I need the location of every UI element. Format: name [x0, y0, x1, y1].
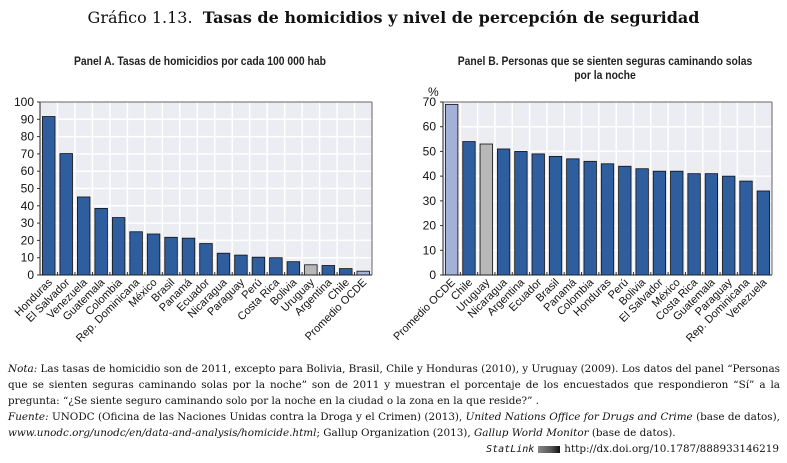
- panel-a-bar: [129, 231, 143, 276]
- panel-a-bar: [269, 257, 283, 276]
- panel-a-ytick-label: 80: [21, 130, 35, 144]
- fuente-source-name: United Nations Office for Drugs and Crim…: [465, 411, 693, 423]
- fuente-source-name: Gallup World Monitor: [473, 427, 589, 439]
- fuente-label: Fuente:: [8, 411, 49, 423]
- statlink-icon: [538, 445, 561, 453]
- fuente-text: (base de datos).: [588, 427, 676, 439]
- panel-b-bar: [652, 170, 667, 276]
- nota-label: Nota:: [8, 363, 38, 375]
- panel-b-bar: [722, 175, 736, 276]
- panel-b-bar: [445, 104, 459, 276]
- panel-a-bar: [42, 116, 56, 276]
- panel-a-bar: [199, 243, 213, 276]
- panel-a-bar: [111, 217, 126, 276]
- panel-b-bar: [514, 151, 528, 276]
- panel-b-bar: [531, 153, 545, 276]
- panel-b-ytick-label: 40: [423, 169, 437, 183]
- panel-a-bar: [164, 236, 178, 276]
- figure-title: Gráfico 1.13. Tasas de homicidios y nive…: [0, 8, 787, 27]
- fuente-text: (base de datos),: [692, 411, 780, 423]
- panel-b-bar: [670, 170, 684, 276]
- panel-b-bar: [479, 143, 493, 276]
- panel-b-title-line2: por la noche: [574, 70, 636, 82]
- panel-a-bar: [321, 265, 336, 276]
- panel-b-bar: [600, 163, 615, 276]
- panel-a-ytick-label: 60: [21, 164, 35, 178]
- panel-a-ytick-label: 0: [27, 268, 34, 282]
- panel-a-bar: [216, 252, 231, 276]
- nota-text: Las tasas de homicidio son de 2011, exce…: [8, 363, 780, 407]
- statlink-url[interactable]: http://dx.doi.org/10.1787/888933146219: [564, 443, 779, 455]
- panel-a-bar: [181, 237, 196, 276]
- panel-b-bar: [739, 180, 753, 276]
- panel-b-bar: [566, 158, 580, 276]
- panel-a-ytick-label: 50: [21, 182, 35, 196]
- panel-b-ytick-label: 0: [429, 268, 436, 282]
- panel-a-ytick-label: 30: [21, 216, 35, 230]
- panel-b-bar: [704, 173, 719, 276]
- panel-b-bar: [687, 173, 701, 276]
- statlink-label: StatLink: [486, 444, 535, 455]
- fuente-link[interactable]: www.unodc.org/unodc/en/data-and-analysis…: [8, 427, 317, 439]
- panel-b-ytick-label: 10: [423, 243, 437, 257]
- panel-a-bar: [339, 268, 353, 276]
- panel-a-ytick-label: 20: [21, 233, 35, 247]
- panel-b-bar: [635, 168, 649, 276]
- figure-title-text: Tasas de homicidios y nivel de percepció…: [202, 8, 700, 27]
- fuente-text: ; Gallup Organization (2013),: [316, 427, 474, 439]
- panel-b-ytick-label: 20: [423, 219, 437, 233]
- fuente-paragraph: Fuente: UNODC (Oficina de las Naciones U…: [8, 409, 780, 441]
- panel-a-bar: [146, 233, 161, 276]
- panel-a-bar: [304, 264, 318, 276]
- notes: Nota: Las tasas de homicidio son de 2011…: [8, 361, 780, 441]
- panel-b-bar: [496, 148, 511, 276]
- fuente-text: UNODC (Oficina de las Naciones Unidas co…: [48, 411, 466, 423]
- panel-b-ytick-label: 30: [423, 194, 437, 208]
- panel-a-ytick-label: 40: [21, 199, 35, 213]
- panel-a-ytick-label: 90: [21, 112, 35, 126]
- panel-b-bar: [583, 160, 597, 276]
- panel-a-bar: [76, 196, 91, 276]
- panel-a-bar: [94, 207, 108, 276]
- panel-a-bar: [286, 261, 301, 276]
- panel-a-title: Panel A. Tasas de homicidios por cada 10…: [74, 56, 326, 68]
- panel-b-ytick-label: 50: [423, 144, 437, 158]
- panel-b-bar: [462, 141, 476, 276]
- figure-number: Gráfico 1.13.: [87, 8, 193, 27]
- panel-b-bar: [548, 155, 563, 276]
- panel-a-bar: [234, 254, 248, 276]
- panel-b-title: Panel B. Personas que se sienten seguras…: [448, 55, 763, 83]
- panel-b-ylabel: %: [428, 85, 439, 99]
- panel-a-ytick-label: 70: [21, 147, 35, 161]
- panel-a-bar: [356, 270, 370, 276]
- panel-a-ytick-label: 10: [21, 251, 35, 265]
- panel-b-title-line1: Panel B. Personas que se sienten seguras…: [457, 56, 753, 68]
- panel-b-bar: [618, 165, 632, 276]
- panel-a-ytick-label: 100: [14, 95, 34, 109]
- panel-b-ytick-label: 70: [423, 95, 437, 109]
- panel-a-bar: [251, 256, 266, 276]
- panel-b-xtick-label: Promedio OCDE: [391, 277, 457, 343]
- panel-a-bar: [59, 153, 73, 276]
- panel-b-ytick-label: 60: [423, 120, 437, 134]
- nota-paragraph: Nota: Las tasas de homicidio son de 2011…: [8, 361, 780, 409]
- panel-b-bar: [756, 190, 770, 276]
- statlink: StatLink http://dx.doi.org/10.1787/888933…: [486, 443, 779, 455]
